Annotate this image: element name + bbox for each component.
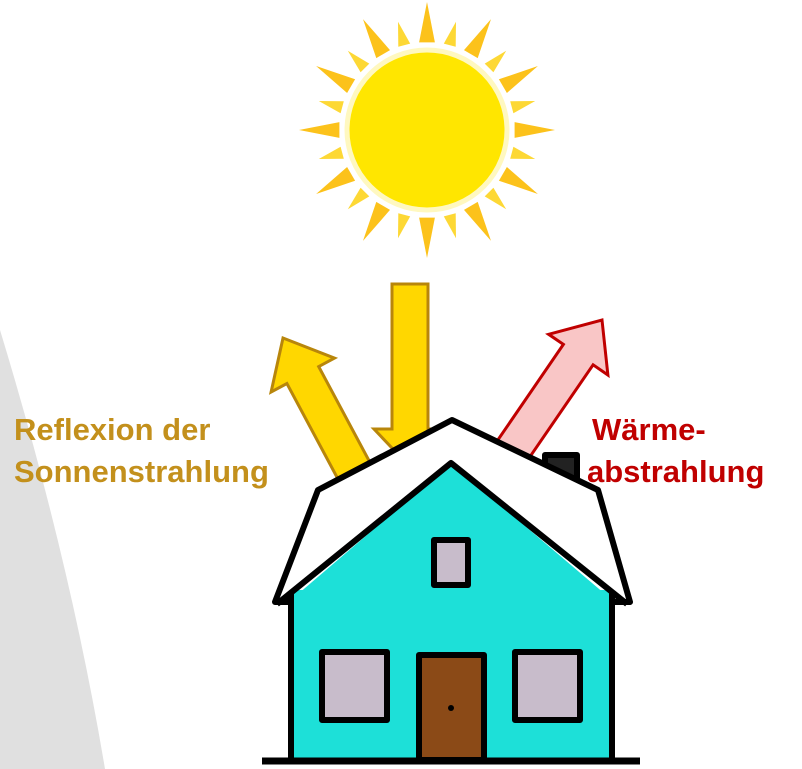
sun-ray (316, 66, 355, 93)
sun-ray (464, 19, 491, 58)
sun-ray (499, 66, 538, 93)
window-right (515, 652, 580, 720)
sun-ray (464, 202, 491, 241)
sun-ray (316, 167, 355, 194)
sun-disc (347, 50, 507, 210)
sun-ray (485, 188, 507, 210)
right-label-line1: Wärme- (592, 412, 706, 447)
sun-ray (299, 122, 339, 138)
sun-ray (319, 147, 344, 159)
sun-ray (510, 101, 535, 113)
sun-ray (499, 167, 538, 194)
window-top (434, 540, 468, 585)
sun-ray (515, 122, 555, 138)
left-label-line1: Reflexion der (14, 412, 210, 447)
sun-ray (419, 2, 435, 42)
sun-ray (363, 202, 390, 241)
sun-ray (348, 188, 370, 210)
left-label-line2: Sonnenstrahlung (14, 454, 269, 489)
sun-ray (363, 19, 390, 58)
sun (299, 2, 555, 258)
window-left (322, 652, 387, 720)
sun-ray (398, 213, 410, 238)
background-arc (0, 330, 105, 769)
sun-ray (419, 218, 435, 258)
sun-ray (398, 22, 410, 47)
sun-ray (319, 101, 344, 113)
sun-ray (444, 213, 456, 238)
diagram: Reflexion der Sonnenstrahlung Wärme- abs… (0, 0, 802, 769)
sun-ray (485, 51, 507, 73)
right-label-line2: abstrahlung (587, 454, 764, 489)
sun-ray (348, 51, 370, 73)
sun-ray (444, 22, 456, 47)
sun-ray (510, 147, 535, 159)
house (262, 420, 640, 761)
door-knob (448, 705, 454, 711)
